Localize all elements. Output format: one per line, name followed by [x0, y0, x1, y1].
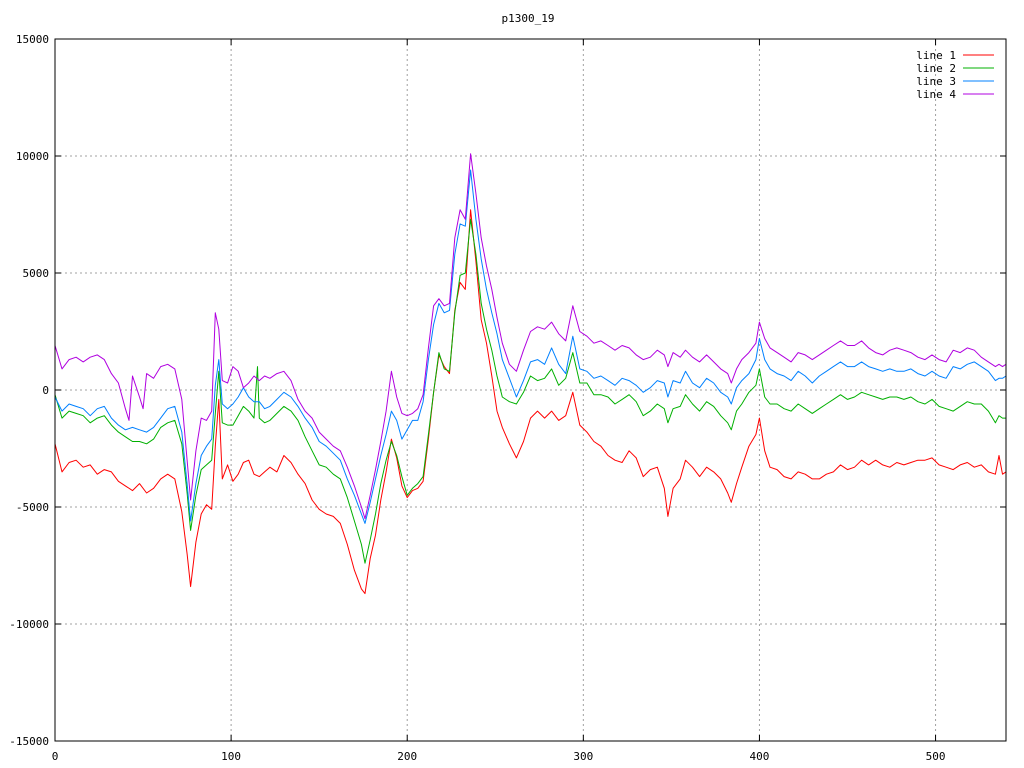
legend-label-1: line 1 [916, 49, 956, 62]
grid [55, 39, 1006, 741]
y-tick-label: -5000 [16, 501, 49, 514]
axes: 0 100 200 300 400 500 -15000 -10000 -5000 0 5000 10… [9, 33, 1006, 763]
x-tick-label: 100 [221, 750, 241, 763]
legend-label-2: line 2 [916, 62, 956, 75]
x-tick-label: 0 [52, 750, 59, 763]
x-tick-label: 300 [573, 750, 593, 763]
x-tick-label: 500 [926, 750, 946, 763]
series-line-2 [54, 218, 1006, 564]
legend-label-4: line 4 [916, 88, 956, 101]
series-line-3 [54, 169, 1007, 524]
y-tick-label: -15000 [9, 735, 49, 748]
series-line-4 [54, 153, 1007, 520]
series-line-1 [54, 209, 1007, 595]
chart-title: p1300_19 [502, 12, 555, 25]
y-tick-label: -10000 [9, 618, 49, 631]
x-tick-label: 400 [750, 750, 770, 763]
series-lines [54, 153, 1007, 595]
y-tick-label: 5000 [23, 267, 50, 280]
y-tick-label: 0 [42, 384, 49, 397]
x-tick-label: 200 [397, 750, 417, 763]
y-tick-label: 15000 [16, 33, 49, 46]
y-tick-label: 10000 [16, 150, 49, 163]
legend-label-3: line 3 [916, 75, 956, 88]
